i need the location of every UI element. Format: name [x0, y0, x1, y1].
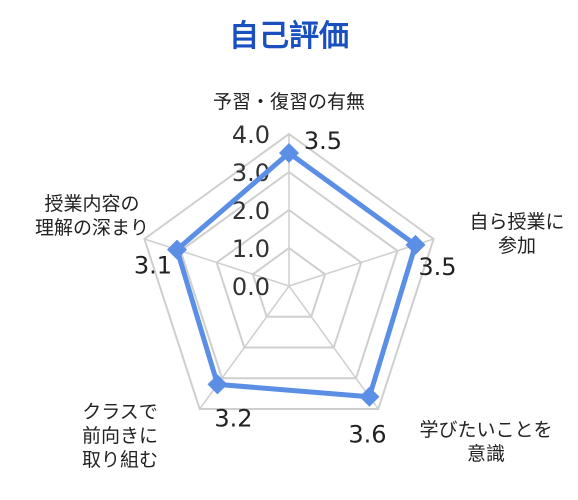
category-label-line: 予習・復習の有無 — [213, 91, 365, 113]
category-label-line: クラスで — [82, 401, 158, 423]
category-label: クラスで前向きに取り組む — [82, 401, 158, 471]
series-point — [359, 386, 380, 407]
grid-ring — [179, 170, 399, 380]
data-value-label: 3.6 — [348, 421, 386, 449]
category-label-line: 参加 — [498, 235, 536, 257]
series-point — [167, 239, 187, 260]
series-point — [279, 143, 299, 163]
r-tick-label: 2.0 — [232, 197, 270, 225]
series-point — [207, 374, 228, 395]
chart-title: 自己評価 — [229, 19, 349, 54]
category-label-line: 理解の深まり — [35, 217, 149, 239]
category-label-line: 前向きに — [82, 425, 158, 447]
data-value-label: 3.5 — [304, 127, 342, 155]
radar-spoke — [144, 238, 290, 287]
data-value-label: 3.5 — [418, 253, 456, 281]
r-tick-label: 1.0 — [232, 235, 270, 263]
series-point — [405, 234, 426, 255]
category-label: 予習・復習の有無 — [213, 91, 365, 113]
radar-axes: 0.01.02.03.04.0 — [144, 121, 434, 410]
radar-series — [167, 143, 426, 407]
category-label: 自ら授業に参加 — [469, 211, 564, 257]
category-label-line: 授業内容の — [44, 193, 139, 215]
category-label: 学びたいことを意識 — [419, 419, 552, 465]
category-label: 授業内容の理解の深まり — [35, 193, 149, 239]
data-value-label: 3.2 — [214, 404, 252, 432]
series-line — [174, 150, 418, 400]
r-tick-label: 0.0 — [232, 273, 270, 301]
data-value-label: 3.1 — [134, 252, 172, 280]
category-label-line: 取り組む — [82, 449, 158, 471]
radar-spoke — [288, 285, 379, 410]
grid-ring — [215, 208, 363, 349]
r-tick-label: 4.0 — [232, 121, 270, 149]
category-label-line: 自ら授業に — [469, 211, 564, 233]
grid-ring — [251, 246, 327, 318]
category-label-line: 意識 — [467, 443, 505, 465]
category-label-line: 学びたいことを — [419, 419, 552, 441]
